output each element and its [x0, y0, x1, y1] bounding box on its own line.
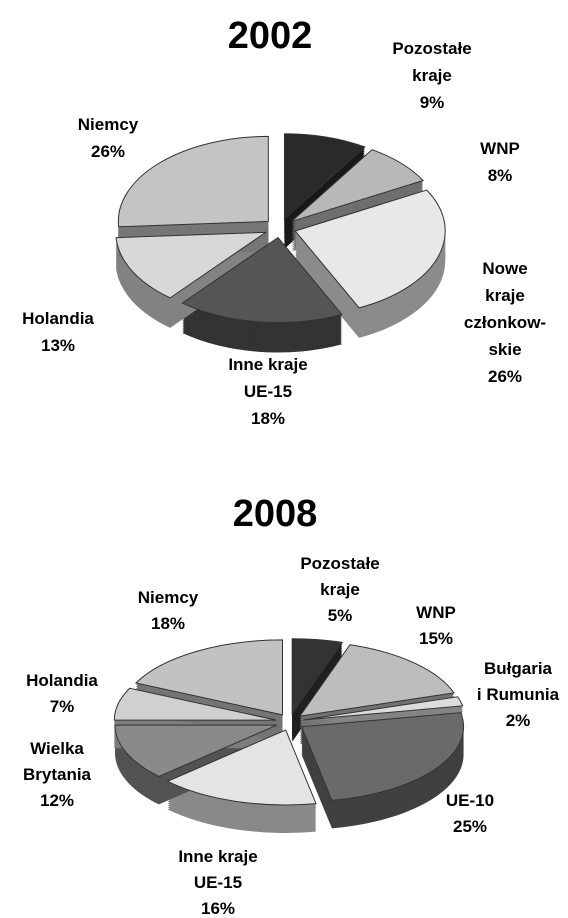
slice-value-label: 16%: [201, 899, 235, 918]
slice-label: Nowe kraje członkow-skie: [464, 259, 546, 359]
slice-value-label: 26%: [488, 367, 522, 386]
slice-label: Wielka Brytania: [23, 739, 92, 784]
chart-title: 2008: [233, 493, 318, 535]
slice-value-label: 15%: [419, 629, 453, 648]
slice-value-label: 7%: [50, 697, 75, 716]
slice-value-label: 9%: [420, 93, 445, 112]
slice: [294, 189, 446, 309]
slice: [291, 638, 344, 716]
slice: [291, 149, 425, 222]
slice-value-label: 8%: [488, 166, 513, 185]
slice-label: UE-10: [446, 791, 494, 810]
slice-label: Holandia: [22, 309, 94, 328]
slice: [134, 639, 283, 716]
slice-label: Holandia: [26, 671, 98, 690]
slice-value-label: 26%: [91, 142, 125, 161]
slice: [113, 687, 277, 721]
slice-value-label: 25%: [453, 817, 487, 836]
slice: [117, 135, 269, 228]
slice-value-label: 18%: [251, 409, 285, 428]
slice-value-label: 12%: [40, 791, 74, 810]
slice-label: Bułgaria i Rumunia: [477, 659, 560, 704]
slice-label: WNP: [480, 139, 520, 158]
slice: [283, 133, 366, 220]
slice-label: Inne kraje UE-15: [228, 355, 307, 401]
slice: [181, 236, 343, 323]
slice: [114, 724, 278, 777]
slice-label: Niemcy: [78, 115, 139, 134]
slice-value-label: 13%: [41, 336, 75, 355]
slice-label: WNP: [416, 603, 456, 622]
slice-value-label: 18%: [151, 614, 185, 633]
slice-label: Pozostałe kraje: [300, 554, 379, 599]
slice-label: Inne kraje UE-15: [178, 847, 257, 892]
slice-value-label: 5%: [328, 606, 353, 625]
slice: [298, 644, 455, 717]
slice-value-label: 2%: [506, 711, 531, 730]
slice: [300, 712, 465, 801]
slice: [166, 729, 317, 806]
slice-label: Niemcy: [138, 588, 199, 607]
slice-label: Pozostałe kraje: [392, 39, 471, 85]
slice: [303, 696, 464, 721]
slice: [115, 231, 268, 299]
chart-title: 2002: [228, 15, 313, 57]
